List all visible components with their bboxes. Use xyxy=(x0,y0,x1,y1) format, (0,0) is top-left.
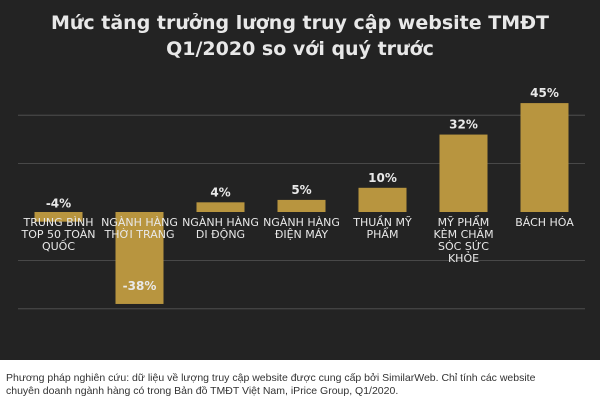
category-label-4-line-2: ĐIỆN MÁY xyxy=(275,228,329,241)
category-label-2: NGÀNH HÀNG THỜI TRANG xyxy=(101,216,178,241)
category-label-7: BÁCH HÓA xyxy=(515,216,574,229)
category-label-5-line-2: PHẨM xyxy=(367,227,399,241)
category-label-6-line-4: KHỎE xyxy=(448,251,479,265)
category-label-3: NGÀNH HÀNG DI ĐỘNG xyxy=(182,216,259,241)
bar-chart: -4% TRUNG BÌNH TOP 50 TOÀN QUỐC -38% NGÀNH HÀ… xyxy=(18,86,585,310)
caption-line-2: chuyên doanh ngành hàng có trong Bản đồ … xyxy=(6,385,399,397)
category-label-2-line-1: NGÀNH HÀNG xyxy=(101,216,178,229)
category-label-4-line-1: NGÀNH HÀNG xyxy=(263,216,340,229)
chart-title-line-1: Mức tăng trưởng lượng truy cập website T… xyxy=(50,12,550,34)
bar-1 xyxy=(34,212,83,222)
category-label-5-line-1: THUẦN MỸ xyxy=(352,215,412,229)
category-label-5: THUẦN MỸ PHẨM xyxy=(352,215,412,241)
chart-title: Mức tăng trưởng lượng truy cập website T… xyxy=(0,10,600,62)
data-label-7: 45% xyxy=(530,86,559,100)
category-label-2-line-2: THỜI TRANG xyxy=(104,228,175,241)
caption-line-1: Phương pháp nghiên cứu: dữ liệu về lượng… xyxy=(6,372,536,384)
data-label-1: -4% xyxy=(46,197,71,211)
figure-caption: Phương pháp nghiên cứu: dữ liệu về lượng… xyxy=(6,372,596,398)
bar-7 xyxy=(520,103,569,212)
category-label-1-line-2: TOP 50 TOÀN xyxy=(21,228,96,241)
bar-6 xyxy=(439,134,488,212)
chart-title-line-2: Q1/2020 so với quý trước xyxy=(166,38,434,60)
data-label-4: 5% xyxy=(291,183,311,197)
category-label-6-line-1: MỸ PHẨM xyxy=(438,215,490,229)
category-label-1: TRUNG BÌNH TOP 50 TOÀN QUỐC xyxy=(21,216,96,253)
data-label-5: 10% xyxy=(368,171,397,185)
category-label-3-line-2: DI ĐỘNG xyxy=(196,228,245,241)
data-label-6: 32% xyxy=(449,118,478,132)
chart-panel: -4% TRUNG BÌNH TOP 50 TOÀN QUỐC -38% NGÀNH HÀ… xyxy=(0,0,600,360)
data-label-3: 4% xyxy=(210,185,230,199)
category-label-4: NGÀNH HÀNG ĐIỆN MÁY xyxy=(263,216,340,241)
bar-4 xyxy=(277,199,326,212)
bar-5 xyxy=(358,187,407,212)
category-label-1-line-3: QUỐC xyxy=(42,239,75,253)
category-label-7-line-1: BÁCH HÓA xyxy=(515,216,574,229)
category-label-6-line-2: KÈM CHĂM xyxy=(433,228,493,241)
category-label-1-line-1: TRUNG BÌNH xyxy=(23,216,94,229)
data-label-2: -38% xyxy=(123,279,157,293)
bar-3 xyxy=(196,202,245,212)
bar-2 xyxy=(115,212,164,304)
category-label-3-line-1: NGÀNH HÀNG xyxy=(182,216,259,229)
category-label-6: MỸ PHẨM KÈM CHĂM SÓC SỨC KHỎE xyxy=(433,215,493,265)
category-label-6-line-3: SÓC SỨC xyxy=(438,240,489,253)
